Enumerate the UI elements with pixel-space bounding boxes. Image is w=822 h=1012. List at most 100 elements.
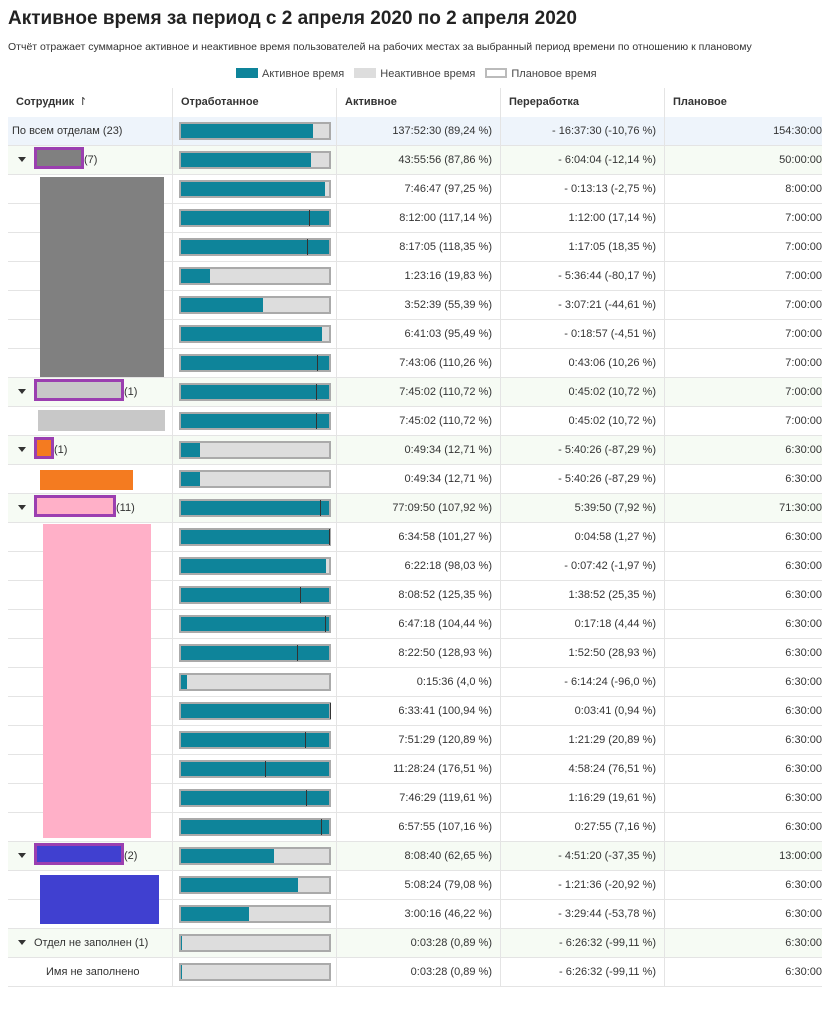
overtime-cell: 0:27:55 (7,16 %) bbox=[500, 813, 664, 841]
plan-marker bbox=[296, 645, 298, 661]
table-row[interactable]: (1) 7:45:02 (110,72 %) 0:45:02 (10,72 %) 7:… bbox=[8, 378, 822, 407]
table-row[interactable]: 3:00:16 (46,22 %) - 3:29:44 (-53,78 %) 6:3… bbox=[8, 900, 822, 929]
legend-item[interactable]: Неактивное время bbox=[354, 68, 475, 80]
active-bar bbox=[181, 646, 329, 660]
overtime-cell: - 5:40:26 (-87,29 %) bbox=[500, 465, 664, 493]
active-cell: 6:34:58 (101,27 %) bbox=[336, 523, 500, 551]
expand-toggle[interactable] bbox=[18, 505, 26, 510]
planned-cell: 6:30:00 bbox=[664, 639, 822, 667]
bar-cell bbox=[172, 291, 336, 319]
progress-bar bbox=[179, 383, 331, 401]
progress-bar bbox=[179, 673, 331, 691]
bar-cell bbox=[172, 117, 336, 145]
active-cell: 0:03:28 (0,89 %) bbox=[336, 929, 500, 957]
progress-bar bbox=[179, 557, 331, 575]
table-row[interactable]: Имя не заполнено 0:03:28 (0,89 %) - 6:26:3… bbox=[8, 958, 822, 987]
header-row: Сотрудник ↾ Отработанное Активное Переработк… bbox=[8, 88, 822, 118]
bar-cell bbox=[172, 871, 336, 899]
active-bar bbox=[181, 385, 329, 399]
active-cell: 8:17:05 (118,35 %) bbox=[336, 233, 500, 261]
planned-bar bbox=[179, 934, 331, 952]
overtime-cell: 1:12:00 (17,14 %) bbox=[500, 204, 664, 232]
column-header[interactable]: Переработка bbox=[500, 88, 664, 117]
progress-bar bbox=[179, 528, 331, 546]
planned-bar bbox=[179, 963, 331, 981]
overtime-cell: 1:21:29 (20,89 %) bbox=[500, 726, 664, 754]
overtime-cell: 5:39:50 (7,92 %) bbox=[500, 494, 664, 522]
name-cell: Имя не заполнено bbox=[8, 958, 172, 986]
planned-cell: 6:30:00 bbox=[664, 958, 822, 986]
table-row[interactable]: По всем отделам (23) 137:52:30 (89,24 %) -… bbox=[8, 117, 822, 146]
name-cell: По всем отделам (23) bbox=[8, 117, 172, 145]
row-label: По всем отделам (23) bbox=[12, 125, 123, 137]
plan-marker bbox=[306, 790, 308, 806]
active-cell: 8:12:00 (117,14 %) bbox=[336, 204, 500, 232]
planned-bar bbox=[179, 470, 331, 488]
active-cell: 7:45:02 (110,72 %) bbox=[336, 378, 500, 406]
column-header[interactable]: Сотрудник ↾ bbox=[16, 96, 88, 108]
overtime-cell: 0:04:58 (1,27 %) bbox=[500, 523, 664, 551]
legend-item[interactable]: Активное время bbox=[236, 68, 344, 80]
planned-cell: 7:00:00 bbox=[664, 262, 822, 290]
active-bar bbox=[181, 588, 329, 602]
active-cell: 7:51:29 (120,89 %) bbox=[336, 726, 500, 754]
expand-toggle[interactable] bbox=[18, 389, 26, 394]
table-row[interactable]: (7) 43:55:56 (87,86 %) - 6:04:04 (-12,14 %… bbox=[8, 146, 822, 175]
plan-marker bbox=[265, 761, 267, 777]
name-cell: (1) bbox=[8, 378, 172, 406]
active-bar bbox=[181, 443, 200, 457]
bar-cell bbox=[172, 262, 336, 290]
planned-cell: 7:00:00 bbox=[664, 407, 822, 435]
overtime-cell: - 0:18:57 (-4,51 %) bbox=[500, 320, 664, 348]
legend-item[interactable]: Плановое время bbox=[485, 68, 597, 80]
active-bar bbox=[181, 849, 274, 863]
overtime-cell: 0:43:06 (10,26 %) bbox=[500, 349, 664, 377]
active-bar bbox=[181, 733, 329, 747]
expand-toggle[interactable] bbox=[18, 447, 26, 452]
row-count: (1) bbox=[124, 386, 138, 398]
active-bar bbox=[181, 211, 329, 225]
overtime-cell: - 6:26:32 (-99,11 %) bbox=[500, 958, 664, 986]
overtime-cell: 4:58:24 (76,51 %) bbox=[500, 755, 664, 783]
name-cell: (2) bbox=[8, 842, 172, 870]
active-cell: 137:52:30 (89,24 %) bbox=[336, 117, 500, 145]
table-row[interactable]: (1) 0:49:34 (12,71 %) - 5:40:26 (-87,29 %)… bbox=[8, 436, 822, 465]
progress-bar bbox=[179, 586, 331, 604]
table-row[interactable]: 0:49:34 (12,71 %) - 5:40:26 (-87,29 %) 6:3… bbox=[8, 465, 822, 494]
redaction bbox=[40, 470, 133, 490]
row-count: (1) bbox=[54, 444, 68, 456]
active-cell: 6:57:55 (107,16 %) bbox=[336, 813, 500, 841]
planned-bar bbox=[179, 673, 331, 691]
column-header[interactable]: Активное bbox=[336, 88, 500, 117]
expand-toggle[interactable] bbox=[18, 940, 26, 945]
progress-bar bbox=[179, 702, 331, 720]
expand-toggle[interactable] bbox=[18, 157, 26, 162]
overtime-cell: - 3:29:44 (-53,78 %) bbox=[500, 900, 664, 928]
bar-cell bbox=[172, 204, 336, 232]
active-cell: 0:49:34 (12,71 %) bbox=[336, 436, 500, 464]
bar-cell bbox=[172, 958, 336, 986]
planned-cell: 71:30:00 bbox=[664, 494, 822, 522]
column-header[interactable]: Плановое bbox=[664, 88, 822, 117]
plan-marker bbox=[307, 239, 309, 255]
progress-bar bbox=[179, 354, 331, 372]
redacted-name bbox=[34, 379, 124, 401]
active-bar bbox=[181, 472, 200, 486]
row-label: Отдел не заполнен (1) bbox=[34, 937, 149, 949]
table-row[interactable]: (2) 8:08:40 (62,65 %) - 4:51:20 (-37,35 %)… bbox=[8, 842, 822, 871]
progress-bar bbox=[179, 876, 331, 894]
table-row[interactable]: (11) 77:09:50 (107,92 %) 5:39:50 (7,92 %) 7… bbox=[8, 494, 822, 523]
overtime-cell: - 6:04:04 (-12,14 %) bbox=[500, 146, 664, 174]
planned-cell: 6:30:00 bbox=[664, 610, 822, 638]
progress-bar bbox=[179, 470, 331, 488]
table-row[interactable]: Отдел не заполнен (1) 0:03:28 (0,89 %) - 6… bbox=[8, 929, 822, 958]
expand-toggle[interactable] bbox=[18, 853, 26, 858]
overtime-cell: - 5:40:26 (-87,29 %) bbox=[500, 436, 664, 464]
active-cell: 8:08:40 (62,65 %) bbox=[336, 842, 500, 870]
active-bar bbox=[181, 820, 329, 834]
planned-cell: 13:00:00 bbox=[664, 842, 822, 870]
active-cell: 7:43:06 (110,26 %) bbox=[336, 349, 500, 377]
planned-cell: 6:30:00 bbox=[664, 552, 822, 580]
column-header[interactable]: Отработанное bbox=[172, 88, 336, 117]
